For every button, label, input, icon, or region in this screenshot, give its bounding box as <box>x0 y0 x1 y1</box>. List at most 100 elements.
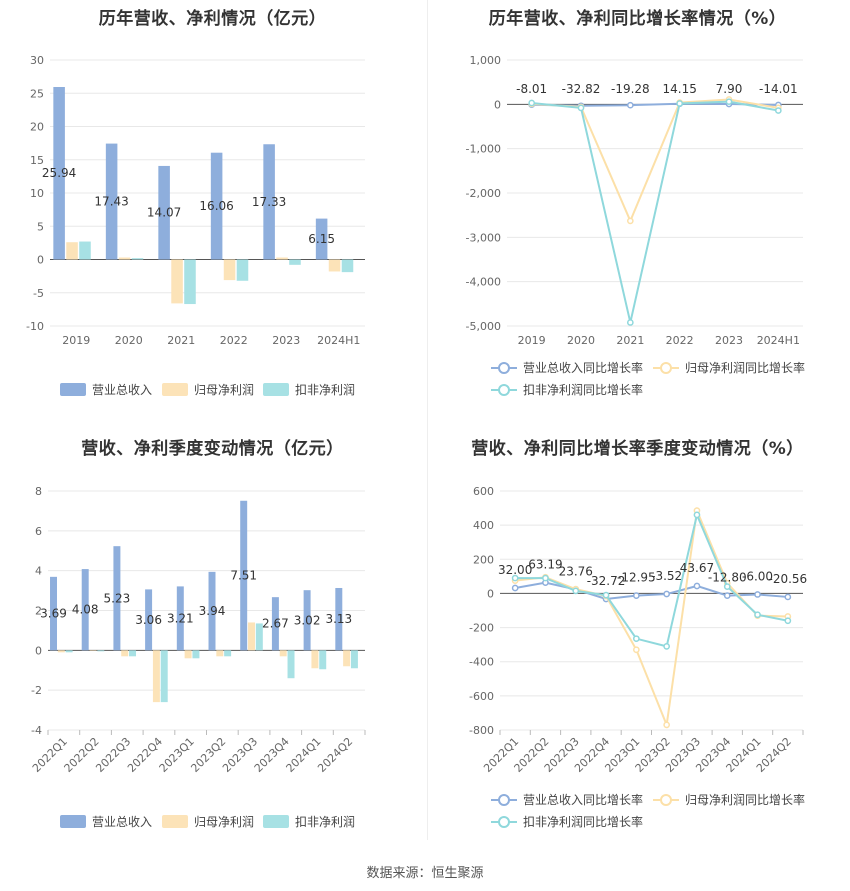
x-tick-label: 2024H1 <box>757 334 800 347</box>
point-data-label: 32.00 <box>498 563 532 577</box>
bar-deducted-profit <box>236 259 249 281</box>
series-line <box>515 511 789 648</box>
series-point <box>542 574 549 582</box>
legend-label: 归母净利润同比增长率 <box>685 360 805 375</box>
bar-data-label: 3.13 <box>325 612 352 626</box>
y-tick-label: -4,000 <box>466 276 501 289</box>
bar-deducted-profit <box>224 650 232 657</box>
point-data-label: 23.76 <box>559 564 593 578</box>
series-point <box>633 592 640 599</box>
bar-deducted-profit <box>319 650 327 670</box>
point-data-label: -32.82 <box>562 82 601 96</box>
x-tick-label: 2023 <box>272 334 300 347</box>
x-tick-label: 2021 <box>616 334 644 347</box>
x-tick-label: 2024H1 <box>317 334 360 347</box>
quarterly-bar-chart: 86420-2-42022Q12022Q22022Q32022Q42023Q12… <box>30 485 366 829</box>
x-tick-label: 2019 <box>518 334 546 347</box>
bar-data-label: 3.69 <box>40 607 67 621</box>
y-tick-label: 5 <box>37 220 44 233</box>
bar-revenue <box>335 587 343 651</box>
y-tick-label: -1,000 <box>466 143 501 156</box>
legend-swatch <box>60 383 86 396</box>
y-tick-label: -800 <box>469 724 494 737</box>
series-point <box>511 584 519 592</box>
bar-data-label: 16.06 <box>199 199 233 213</box>
point-data-label: 14.15 <box>662 82 696 96</box>
legend-label: 扣非净利润同比增长率 <box>523 382 643 397</box>
chart-title: 历年营收、净利情况（亿元） <box>98 9 327 29</box>
legend-label: 归母净利润 <box>194 815 254 829</box>
series-point <box>626 319 634 326</box>
point-data-label: -6.00 <box>742 569 773 583</box>
bar-net-profit <box>118 257 131 260</box>
bar-data-label: 6.15 <box>308 232 335 246</box>
bar-net-profit <box>328 259 341 272</box>
legend-swatch <box>162 383 188 396</box>
legend-label: 归母净利润同比增长率 <box>685 792 805 807</box>
chart-title: 营收、净利季度变动情况（亿元） <box>81 439 344 459</box>
point-data-label: -3.52 <box>651 569 682 583</box>
bar-revenue <box>145 589 153 651</box>
quarterly-line-chart: 6004002000-200-400-600-8002022Q12022Q220… <box>469 485 808 829</box>
series-point <box>774 107 782 114</box>
bar-deducted-profit <box>341 259 354 273</box>
point-data-label: -20.56 <box>769 572 808 586</box>
bar-revenue <box>210 152 223 260</box>
series-point <box>676 100 684 107</box>
series-point <box>633 646 640 654</box>
bar-revenue <box>303 590 311 651</box>
legend-swatch <box>60 815 86 828</box>
bar-net-profit <box>121 650 129 657</box>
series-point <box>626 101 634 109</box>
bar-net-profit <box>66 242 78 260</box>
bar-data-label: 14.07 <box>147 206 181 220</box>
y-tick-label: 0 <box>35 644 42 657</box>
bar-revenue <box>105 143 118 260</box>
y-tick-label: 6 <box>35 525 42 538</box>
point-data-label: -32.72 <box>587 574 626 588</box>
y-tick-label: 400 <box>473 519 494 532</box>
bar-net-profit <box>276 257 288 260</box>
bar-net-profit <box>152 650 160 703</box>
bar-net-profit <box>223 259 236 281</box>
y-tick-label: -2,000 <box>466 187 501 200</box>
bar-revenue <box>158 165 170 260</box>
legend-marker <box>498 384 510 396</box>
bar-deducted-profit <box>65 650 73 653</box>
series-line <box>515 506 788 729</box>
y-tick-label: -400 <box>469 656 494 669</box>
y-tick-label: -600 <box>469 690 494 703</box>
x-tick-label: 2019 <box>62 334 90 347</box>
bar-data-label: 3.02 <box>294 613 321 627</box>
bar-revenue <box>53 86 65 260</box>
bar-deducted-profit <box>129 650 137 657</box>
bar-data-label: 5.23 <box>104 591 131 605</box>
legend-label: 扣非净利润同比增长率 <box>523 814 643 829</box>
bar-data-label: 25.94 <box>42 166 76 180</box>
legend-marker <box>660 362 672 374</box>
bar-deducted-profit <box>192 650 200 659</box>
y-tick-label: -10 <box>26 320 44 333</box>
quarterly-revenue-profit-panel: 营收、净利季度变动情况（亿元） 8 6 4 2 0 -2 -4 2022Q1 2022Q2 202… <box>0 428 425 848</box>
bar-data-label: 17.33 <box>252 195 286 209</box>
legend-label: 归母净利润 <box>194 383 254 397</box>
y-tick-label: 30 <box>30 54 44 67</box>
bar-deducted-profit <box>131 258 144 260</box>
bar-net-profit <box>311 650 319 669</box>
series-point <box>723 592 731 599</box>
series-point <box>626 217 634 225</box>
legend-swatch <box>263 815 289 828</box>
bar-revenue <box>208 571 216 651</box>
annual-revenue-profit-panel: 历年营收、净利情况（亿元） 30 25 20 15 10 5 0 -5 -10 2019 2020 2… <box>0 0 425 420</box>
bar-data-label: 3.06 <box>135 613 162 627</box>
y-tick-label: 4 <box>35 565 42 578</box>
series-point <box>663 721 670 729</box>
legend-label: 营业总收入同比增长率 <box>523 792 643 807</box>
series-point <box>693 582 701 590</box>
y-tick-label: 0 <box>37 254 44 267</box>
series-line <box>531 98 779 224</box>
legend-label: 营业总收入同比增长率 <box>523 360 643 375</box>
bar-deducted-profit <box>79 241 91 260</box>
y-tick-label: 15 <box>30 154 44 167</box>
panel-divider <box>427 0 428 840</box>
